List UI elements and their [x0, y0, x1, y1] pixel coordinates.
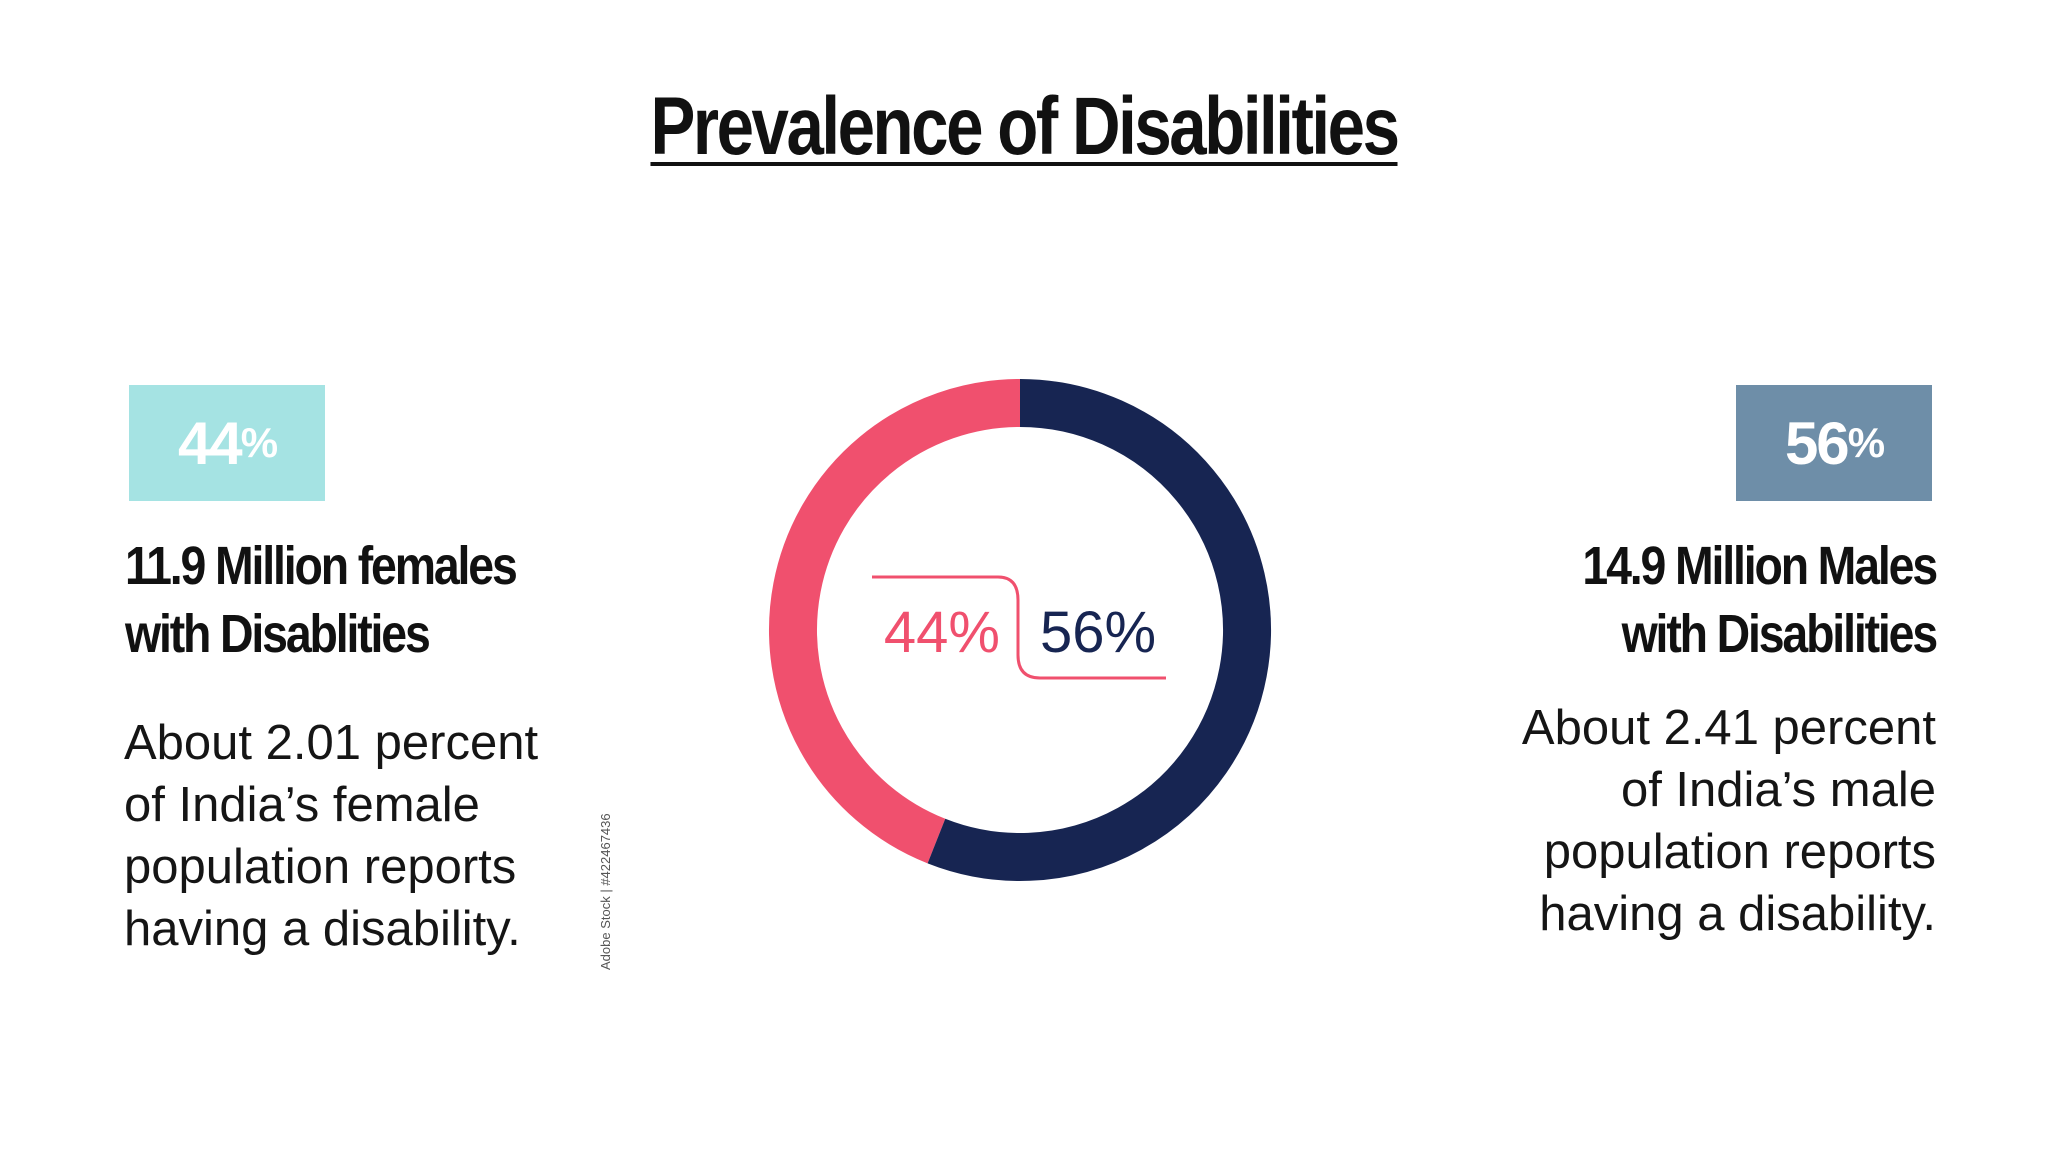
- male-desc-line: About 2.41 percent: [1521, 701, 1936, 755]
- donut-connector-line: [872, 575, 1166, 680]
- female-percent-badge: 44%: [129, 385, 325, 501]
- female-badge-value: 44: [177, 409, 243, 477]
- donut-label-female: 44%: [884, 600, 1000, 665]
- donut-chart: 44% 56%: [590, 270, 1450, 970]
- donut-slice-male: [927, 379, 1271, 881]
- donut-label-male: 56%: [1040, 600, 1156, 665]
- stock-watermark: Adobe Stock | #422467436: [598, 770, 628, 970]
- watermark-text: Adobe Stock | #422467436: [598, 813, 613, 970]
- female-description: About 2.01 percent of India’s female pop…: [124, 712, 594, 960]
- page-title-text: Prevalence of Disabilities: [650, 81, 1399, 172]
- female-headline: 11.9 Million females with Disablities: [125, 532, 572, 668]
- male-badge-suffix: %: [1847, 419, 1885, 466]
- page-title: Prevalence of Disabilities: [184, 86, 1863, 168]
- male-desc-line: having a disability.: [1539, 887, 1936, 941]
- female-desc-line: of India’s female: [124, 778, 480, 832]
- female-desc-line: population reports: [124, 840, 517, 894]
- male-badge-value: 56: [1784, 409, 1850, 477]
- donut-chart-svg: 44% 56%: [769, 379, 1271, 881]
- female-desc-line: having a disability.: [124, 902, 521, 956]
- female-desc-line: About 2.01 percent: [124, 716, 539, 770]
- male-headline: 14.9 Million Males with Disabilities: [1489, 532, 1939, 668]
- female-headline-line: with Disablities: [125, 604, 431, 664]
- donut-slice-female: [769, 379, 1021, 864]
- male-description: About 2.41 percent of India’s male popul…: [1466, 697, 1936, 945]
- female-headline-line: 11.9 Million females: [125, 536, 518, 596]
- male-desc-line: of India’s male: [1620, 763, 1936, 817]
- female-badge-suffix: %: [240, 419, 278, 466]
- male-desc-line: population reports: [1543, 825, 1936, 879]
- male-headline-line: 14.9 Million Males: [1582, 536, 1938, 596]
- male-headline-line: with Disabilities: [1621, 604, 1939, 664]
- male-percent-badge: 56%: [1736, 385, 1932, 501]
